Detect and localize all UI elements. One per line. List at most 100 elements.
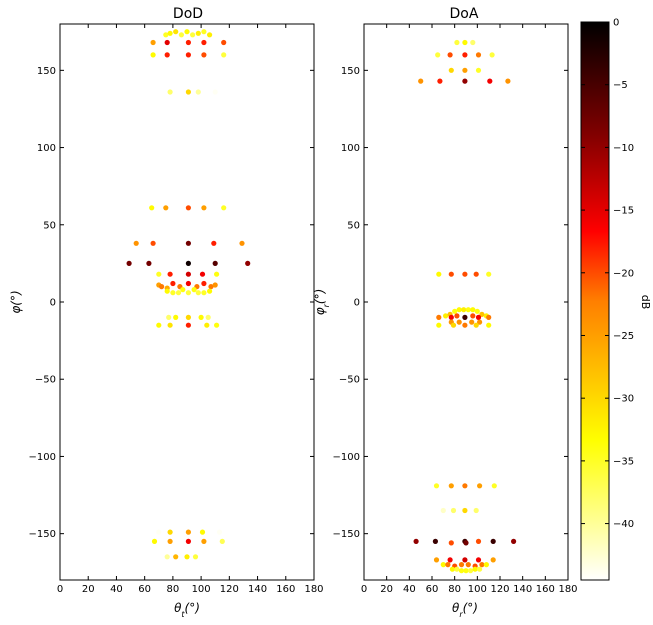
doa-point-26 (474, 308, 480, 314)
dod-point-12 (201, 39, 207, 46)
dod-point-44 (159, 284, 165, 290)
dod-points (126, 29, 251, 560)
doa-x-axis-label: θr(°) (452, 601, 478, 619)
doa-point-63 (510, 538, 517, 545)
dod-x-axis-label: θt(°) (174, 601, 200, 619)
doa-point-35 (470, 313, 476, 319)
dod-y-tick-label-0: −150 (29, 529, 56, 540)
doa-y-tick-label-2: −50 (339, 375, 360, 386)
doa-point-53 (450, 507, 457, 514)
dod-point-5 (190, 32, 196, 38)
dod-point-10 (164, 39, 170, 46)
doa-point-25 (470, 307, 476, 313)
doa-x-tick-label-1: 20 (380, 584, 393, 595)
dod-x-tick-label-5: 100 (192, 584, 211, 595)
doa-point-32 (448, 314, 454, 320)
dod-point-21 (195, 89, 201, 95)
dod-point-53 (164, 288, 170, 294)
dod-point-75 (199, 529, 206, 535)
dod-y-tick-label-5: 100 (37, 143, 56, 154)
dod-x-tick-label-1: 20 (82, 584, 95, 595)
doa-point-78 (454, 566, 460, 572)
doa-point-42 (436, 322, 442, 328)
dod-point-36 (212, 260, 218, 266)
dod-point-4 (184, 29, 190, 35)
doa-point-66 (462, 557, 468, 563)
dod-point-57 (185, 290, 191, 296)
doa-plot-frame (363, 23, 569, 581)
doa-point-23 (461, 307, 467, 313)
dod-point-25 (185, 205, 191, 211)
dod-title: DoD (173, 6, 203, 22)
doa-y-tick-label-0: −150 (333, 529, 360, 540)
dod-point-58 (191, 287, 197, 293)
doa-x-tick-label-4: 80 (448, 584, 461, 595)
doa-point-7 (489, 52, 495, 58)
doa-y-tick-label-4: 50 (347, 220, 360, 231)
doa-point-83 (477, 566, 483, 572)
doa-point-52 (440, 507, 446, 514)
dod-point-41 (199, 271, 206, 277)
doa-point-47 (433, 483, 440, 489)
dod-x-tick-label-7: 140 (248, 584, 267, 595)
doa-y-tick-label-5: 100 (341, 143, 360, 154)
doa-point-62 (490, 538, 496, 545)
dod-point-84 (184, 554, 190, 560)
dod-point-8 (207, 32, 213, 38)
colorbar-gradient (581, 22, 609, 580)
doa-point-43 (450, 322, 457, 328)
dod-y-tick-label-1: −100 (29, 452, 56, 463)
doa-x-tick-label-6: 120 (490, 584, 509, 595)
dod-point-85 (192, 554, 199, 560)
dod-point-67 (156, 322, 162, 328)
doa-point-15 (505, 78, 511, 84)
dod-y-axis-label: φ(°) (9, 290, 23, 313)
dod-point-26 (201, 205, 207, 211)
dod-point-18 (221, 52, 227, 58)
doa-point-18 (462, 271, 468, 277)
dod-point-13 (221, 39, 227, 46)
doa-point-73 (465, 562, 471, 568)
dod-point-73 (167, 529, 173, 535)
dod-ticks: 0 20 40 60 80 100 120 140 160 180 −150 −100 −50 0 50 10… (29, 24, 324, 595)
dod-point-14 (150, 52, 156, 58)
dod-point-68 (167, 322, 173, 328)
dod-point-31 (211, 240, 217, 246)
dod-point-27 (221, 205, 227, 211)
doa-point-44 (462, 322, 468, 328)
doa-point-3 (435, 52, 441, 58)
colorbar-frame (580, 21, 610, 581)
doa-point-36 (475, 314, 482, 320)
colorbar-tick-label-1: −5 (613, 80, 628, 91)
dod-point-61 (207, 288, 213, 294)
dod-point-24 (163, 205, 169, 211)
dod-point-60 (201, 290, 207, 296)
doa-point-2 (470, 39, 476, 46)
dod-point-77 (151, 538, 158, 545)
colorbar-tick-label-8: −40 (613, 519, 634, 530)
colorbar-tick-label-6: −30 (613, 394, 634, 405)
doa-point-9 (462, 67, 468, 73)
doa-point-13 (462, 78, 468, 84)
colorbar-tick-label-4: −20 (613, 268, 634, 279)
doa-x-tick-label-5: 100 (468, 584, 487, 595)
doa-point-49 (462, 483, 468, 489)
dod-point-3 (178, 32, 184, 38)
dod-point-6 (195, 30, 201, 36)
doa-x-tick-label-8: 160 (536, 584, 555, 595)
doa-point-41 (477, 319, 483, 325)
doa-x-tick-label-3: 60 (426, 584, 439, 595)
dod-point-66 (205, 314, 211, 320)
dod-point-79 (185, 538, 191, 545)
dod-point-28 (133, 240, 139, 246)
doa-point-77 (449, 566, 455, 572)
doa-point-34 (462, 314, 468, 320)
dod-point-7 (201, 29, 207, 35)
doa-point-40 (469, 319, 475, 325)
dod-point-19 (167, 89, 173, 95)
dod-point-81 (219, 538, 225, 545)
dod-point-46 (170, 280, 176, 287)
doa-point-69 (440, 562, 446, 568)
doa-point-20 (486, 271, 492, 277)
dod-point-51 (208, 284, 214, 290)
